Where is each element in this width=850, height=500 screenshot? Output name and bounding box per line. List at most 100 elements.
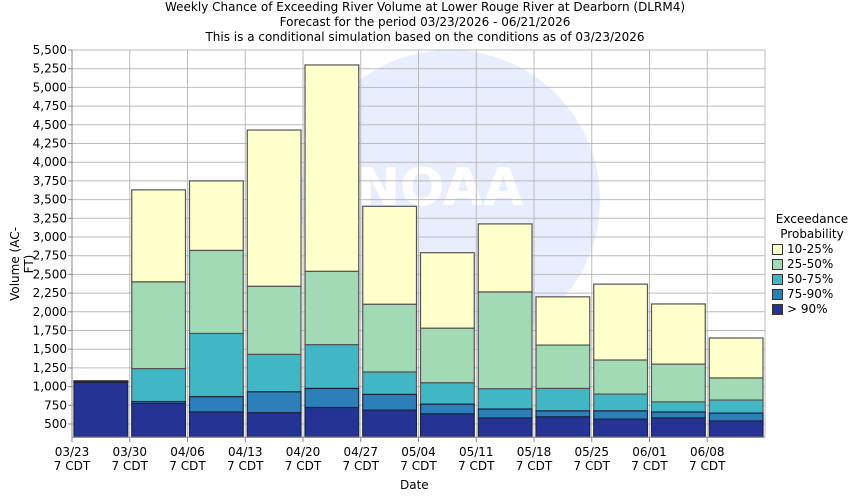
bar-segment-25-50- [246,285,302,356]
bar-segment-10-25- [477,223,533,293]
bar-segment-10-25- [650,303,706,365]
bar-segment--90- [73,381,129,438]
legend-label: 75-90% [787,287,834,301]
legend-swatch [772,274,783,285]
x-tick-label: 04/13 [228,445,263,459]
bar-segment-75-90- [246,391,302,414]
x-tick-sublabel: 7 CDT [285,459,322,473]
bar-segment-50-75- [362,371,418,396]
y-tick-label: 1,250 [33,361,67,375]
chart-subtitle-2: This is a conditional simulation based o… [205,30,645,44]
x-tick-label: 04/06 [170,445,205,459]
y-tick-label: 4,000 [33,155,67,169]
bar-segment-50-75- [593,393,649,412]
bar-segment--90- [593,418,649,438]
y-tick-label: 3,500 [33,193,67,207]
y-tick-label: 2,750 [33,249,67,263]
bar-segment-50-75- [304,344,360,390]
bar-segment-25-50- [304,270,360,346]
bar-segment-10-25- [708,337,764,379]
bar-segment-10-25- [131,189,187,283]
bar-segment--90- [535,416,591,438]
bar-segment-75-90- [708,412,764,422]
y-tick-label: 5,000 [33,80,67,94]
bar-segment-10-25- [362,205,418,305]
bar-segment--90- [419,413,475,438]
x-tick-sublabel: 7 CDT [169,459,206,473]
x-tick-label: 04/27 [343,445,378,459]
bar-segment-50-75- [246,353,302,393]
y-tick-label: 4,500 [33,118,67,132]
bar-segment--90- [650,417,706,438]
bar-segment-25-50- [650,363,706,403]
x-tick-label: 03/30 [112,445,147,459]
y-tick-label: 5,500 [33,43,67,57]
x-tick-sublabel: 7 CDT [574,459,611,473]
bar-segment-75-90- [650,411,706,419]
legend-label: 10-25% [787,242,834,256]
y-tick-label: 3,250 [33,211,67,225]
bar-segment-10-25- [304,64,360,273]
x-tick-label: 06/08 [690,445,725,459]
y-axis-label: Volume (AC-FT) [8,227,36,301]
x-tick-sublabel: 7 CDT [112,459,149,473]
legend-swatch [772,259,783,270]
bar-segment--90- [304,406,360,438]
bar-segment-50-75- [188,332,244,398]
bar-segment--90- [477,417,533,438]
legend-item: 50-75% [772,272,850,287]
bar-segment--90- [188,411,244,438]
x-tick-sublabel: 7 CDT [516,459,553,473]
x-tick-label: 05/11 [459,445,494,459]
bar-segment-25-50- [188,249,244,335]
y-tick-label: 1,500 [33,342,67,356]
legend-label: 50-75% [787,272,834,286]
bar-segment-50-75- [708,399,764,414]
legend-swatch [772,289,783,300]
y-tick-label: 3,000 [33,230,67,244]
y-tick-label: 5,250 [33,62,67,76]
bar-segment-10-25- [419,252,475,329]
x-tick-sublabel: 7 CDT [631,459,668,473]
legend-label: > 90% [787,302,828,316]
y-tick-label: 2,000 [33,305,67,319]
bar-segment--90- [708,420,764,438]
bar-segment-10-25- [246,129,302,287]
y-tick-label: 1,000 [33,380,67,394]
bar-segment-25-50- [362,303,418,373]
legend-swatch [772,304,783,315]
x-tick-label: 06/01 [632,445,667,459]
x-axis-label: Date [400,478,429,492]
y-tick-label: 2,500 [33,267,67,281]
y-tick-label: 500 [44,417,67,431]
bar-segment-50-75- [131,368,187,403]
x-tick-label: 03/23 [55,445,90,459]
y-tick-label: 1,750 [33,324,67,338]
legend: Exceedance Probability 10-25% 25-50% 50-75… [772,212,850,317]
y-tick-label: 3,750 [33,174,67,188]
bar-segment-50-75- [477,388,533,410]
legend-label: 25-50% [787,257,834,271]
bar-segment-75-90- [593,410,649,420]
x-tick-sublabel: 7 CDT [54,459,91,473]
bar-segment-10-25- [535,296,591,346]
bar-segment-25-50- [477,291,533,390]
legend-swatch [772,244,783,255]
bar-segment-25-50- [593,359,649,395]
bar-segment-25-50- [419,327,475,384]
legend-item: > 90% [772,302,850,317]
chart-title: Weekly Chance of Exceeding River Volume … [164,0,686,14]
bar-segment-50-75- [419,382,475,405]
x-tick-sublabel: 7 CDT [343,459,380,473]
y-tick-label: 750 [44,398,67,412]
bar-segment-10-25- [188,180,244,252]
x-tick-label: 05/04 [401,445,436,459]
legend-item: 10-25% [772,242,850,257]
bar-segment-75-90- [535,410,591,418]
legend-item: 75-90% [772,287,850,302]
bar-segment-75-90- [304,387,360,409]
x-tick-label: 05/25 [574,445,609,459]
legend-title-2: Probability [780,227,844,241]
chart-subtitle-1: Forecast for the period 03/23/2026 - 06/… [279,15,571,29]
